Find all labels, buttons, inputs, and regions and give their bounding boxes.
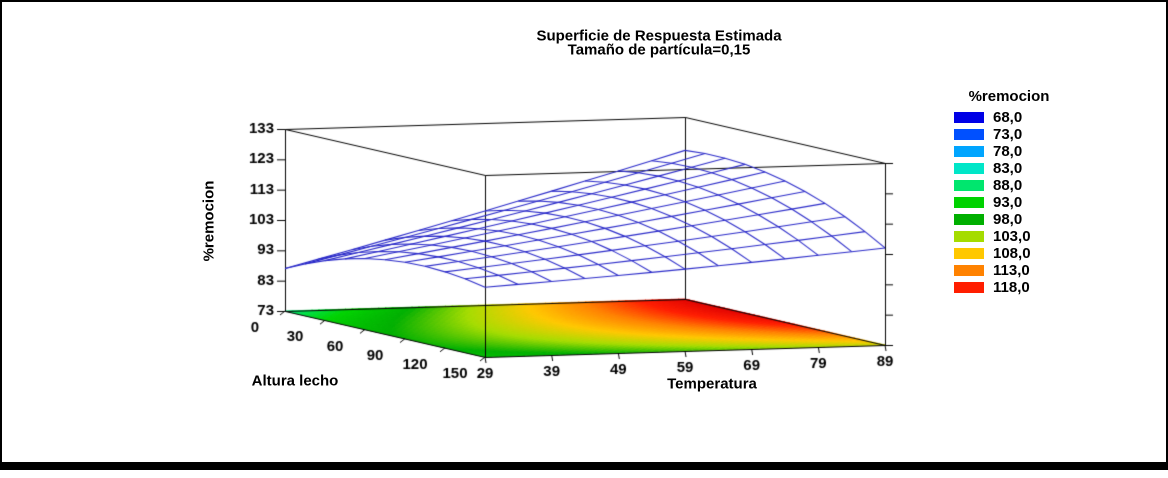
legend-title: %remocion <box>968 88 1050 105</box>
legend-label: 103,0 <box>993 228 1031 245</box>
legend-row: 98,0 <box>948 211 1070 228</box>
legend-row: 93,0 <box>948 194 1070 211</box>
x-axis-title: Temperatura <box>667 375 757 393</box>
legend-label: 68,0 <box>993 109 1023 126</box>
legend-swatch <box>954 129 984 140</box>
legend-label: 93,0 <box>993 194 1023 211</box>
chart-subtitle: Tamaño de partícula=0,15 <box>567 41 751 59</box>
legend-row: 113,0 <box>948 262 1070 279</box>
legend-entries: 68,0 73,0 78,0 83,0 88,0 93,0 98,0 103,0 108,0 11… <box>948 109 1070 296</box>
legend-swatch <box>954 112 984 123</box>
legend-label: 108,0 <box>993 245 1031 262</box>
legend-row: 118,0 <box>948 279 1070 296</box>
legend-row: 88,0 <box>948 177 1070 194</box>
legend-row: 83,0 <box>948 160 1070 177</box>
legend-label: 73,0 <box>993 126 1023 143</box>
legend-row: 103,0 <box>948 228 1070 245</box>
z-axis-title: %remocion <box>200 180 218 262</box>
legend-row: 73,0 <box>948 126 1070 143</box>
legend-swatch <box>954 163 984 174</box>
y-axis-title: Altura lecho <box>251 372 339 390</box>
legend-swatch <box>954 282 984 293</box>
legend-label: 78,0 <box>993 143 1023 160</box>
legend-label: 118,0 <box>993 279 1030 296</box>
legend-label: 88,0 <box>993 177 1023 194</box>
legend-swatch <box>954 214 984 225</box>
legend: %remocion 68,0 73,0 78,0 83,0 88,0 93,0 98,0 10… <box>948 88 1070 296</box>
legend-row: 78,0 <box>948 143 1070 160</box>
legend-swatch <box>954 231 984 242</box>
legend-swatch <box>954 248 984 259</box>
legend-label: 113,0 <box>993 262 1030 279</box>
legend-label: 98,0 <box>993 211 1023 228</box>
chart-title: Superficie de Respuesta Estimada <box>536 27 782 45</box>
legend-row: 108,0 <box>948 245 1070 262</box>
legend-row: 68,0 <box>948 109 1070 126</box>
legend-label: 83,0 <box>993 160 1023 177</box>
legend-swatch <box>954 197 984 208</box>
legend-swatch <box>954 146 984 157</box>
legend-swatch <box>954 180 984 191</box>
legend-swatch <box>954 265 984 276</box>
